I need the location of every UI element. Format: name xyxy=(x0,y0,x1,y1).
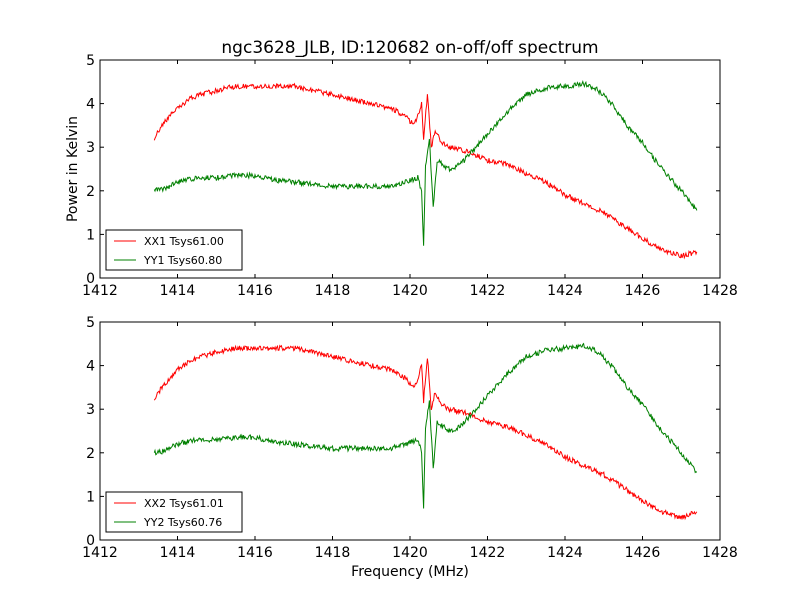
y-tick-label: 3 xyxy=(86,140,95,156)
y-tick-label: 3 xyxy=(86,402,95,418)
x-tick-label: 1426 xyxy=(625,283,661,299)
x-tick-label: 1422 xyxy=(470,545,506,561)
legend-label: XX2 Tsys61.01 xyxy=(144,497,224,510)
x-tick-label: 1420 xyxy=(392,283,428,299)
y-tick-label: 1 xyxy=(86,227,95,243)
legend: XX1 Tsys61.00 YY1 Tsys60.80 xyxy=(105,229,243,271)
legend-label: YY2 Tsys60.76 xyxy=(143,516,222,529)
series-line-xx1 xyxy=(153,82,698,260)
y-axis-label: Power in Kelvin xyxy=(65,116,81,222)
y-tick-label: 2 xyxy=(86,446,95,462)
x-tick-label: 1412 xyxy=(82,545,118,561)
legend: XX2 Tsys61.01 YY2 Tsys60.76 xyxy=(105,491,243,533)
x-tick-label: 1418 xyxy=(315,283,351,299)
x-tick-label: 1414 xyxy=(160,283,196,299)
x-tick-label: 1414 xyxy=(160,545,196,561)
y-tick-label: 5 xyxy=(86,53,95,69)
legend-label: YY1 Tsys60.80 xyxy=(143,254,222,267)
top-panel: 1412 1414 1416 1418 1420 1422 1424 1426 1428 0 1 2 3… xyxy=(65,53,738,299)
x-axis-label: Frequency (MHz) xyxy=(351,564,469,580)
x-tick-label: 1420 xyxy=(392,545,428,561)
legend-box xyxy=(105,491,243,533)
x-tick-label: 1412 xyxy=(82,283,118,299)
series-line-xx2 xyxy=(153,344,698,521)
x-tick-label: 1424 xyxy=(547,545,583,561)
x-tick-label: 1424 xyxy=(547,283,583,299)
x-tick-label: 1418 xyxy=(315,545,351,561)
bottom-panel: 1412 1414 1416 1418 1420 1422 1424 1426 1428 0 1 2 3… xyxy=(82,315,738,580)
y-tick-label: 0 xyxy=(86,533,95,549)
chart-title: ngc3628_JLB, ID:120682 on-off/off spectr… xyxy=(221,38,598,58)
y-tick-label: 0 xyxy=(86,271,95,287)
series-line-yy1 xyxy=(153,80,698,246)
y-tick-label: 4 xyxy=(86,97,95,113)
legend-box xyxy=(105,229,243,271)
x-tick-label: 1422 xyxy=(470,283,506,299)
y-tick-label: 2 xyxy=(86,184,95,200)
x-tick-label: 1416 xyxy=(237,283,273,299)
y-tick-label: 1 xyxy=(86,489,95,505)
legend-label: XX1 Tsys61.00 xyxy=(144,235,224,248)
x-tick-label: 1416 xyxy=(237,545,273,561)
y-tick-label: 5 xyxy=(86,315,95,331)
series-line-yy2 xyxy=(153,342,698,509)
y-tick-label: 4 xyxy=(86,359,95,375)
x-tick-label: 1426 xyxy=(625,545,661,561)
x-tick-label: 1428 xyxy=(702,283,738,299)
x-tick-label: 1428 xyxy=(702,545,738,561)
